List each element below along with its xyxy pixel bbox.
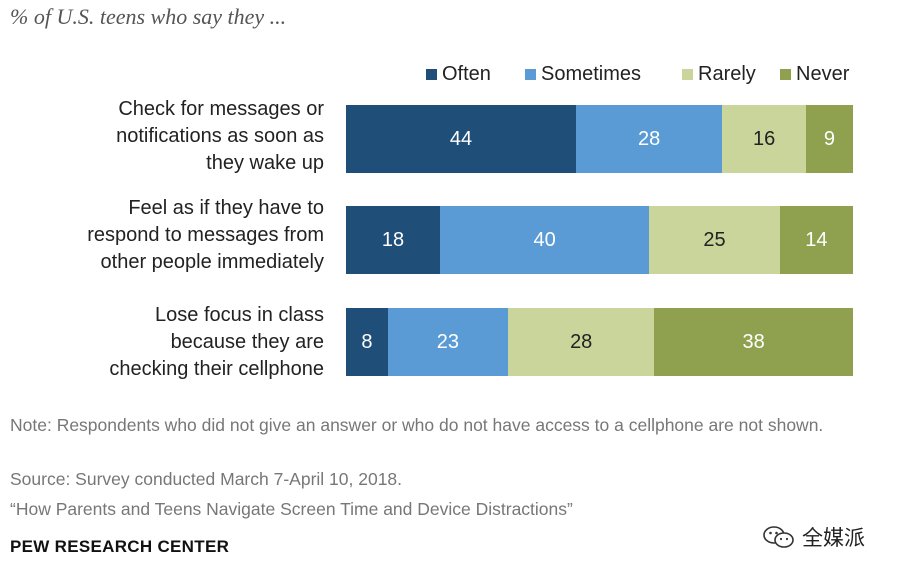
bar-segment-sometimes: 40 [440,206,650,274]
watermark: 全媒派 [762,522,865,552]
bar-segment-rarely: 25 [649,206,780,274]
watermark-text: 全媒派 [802,527,865,550]
chart-legend: Often Sometimes Rarely Never [0,62,899,86]
row-label: Check for messages or notifications as s… [116,98,324,174]
bar-segment-often: 8 [346,308,388,376]
legend-swatch [682,68,693,80]
legend-label: Sometimes [541,62,642,85]
bar-segment-rarely: 16 [722,105,806,173]
legend-item-sometimes: Sometimes [525,62,641,86]
bar-segment-never: 38 [654,308,853,376]
wechat-icon [763,526,794,548]
bar-segment-never: 9 [805,105,853,173]
stacked-bar: 18 40 25 14 [346,206,853,274]
report-title: “How Parents and Teens Navigate Screen T… [10,499,573,519]
bar-segment-rarely: 28 [508,308,655,376]
row-label: Feel as if they have to respond to messa… [87,197,324,273]
bar-segment-sometimes: 28 [575,105,723,173]
chart-subtitle: % of U.S. teens who say they ... [10,4,287,29]
stacked-bar: 44 28 16 9 [346,105,853,173]
pew-logo-text: PEW RESEARCH CENTER [10,537,230,556]
bar-segment-never: 14 [779,206,853,274]
legend-label: Rarely [698,62,756,85]
legend-label: Often [442,62,491,85]
legend-item-rarely: Rarely [682,62,756,86]
legend-swatch [780,68,791,80]
chart-source: Source: Survey conducted March 7-April 1… [10,469,403,489]
chart-note: Note: Respondents who did not give an an… [10,415,824,435]
bar-segment-often: 44 [346,105,576,173]
legend-swatch [426,68,437,80]
row-label: Lose focus in class because they are che… [109,304,324,380]
legend-item-never: Never [780,62,849,86]
bar-segment-sometimes: 23 [387,308,509,376]
legend-item-often: Often [426,62,491,86]
legend-label: Never [796,62,850,85]
bar-segment-often: 18 [346,206,441,274]
legend-swatch [525,68,536,80]
stacked-bar: 8 23 28 38 [346,308,853,376]
